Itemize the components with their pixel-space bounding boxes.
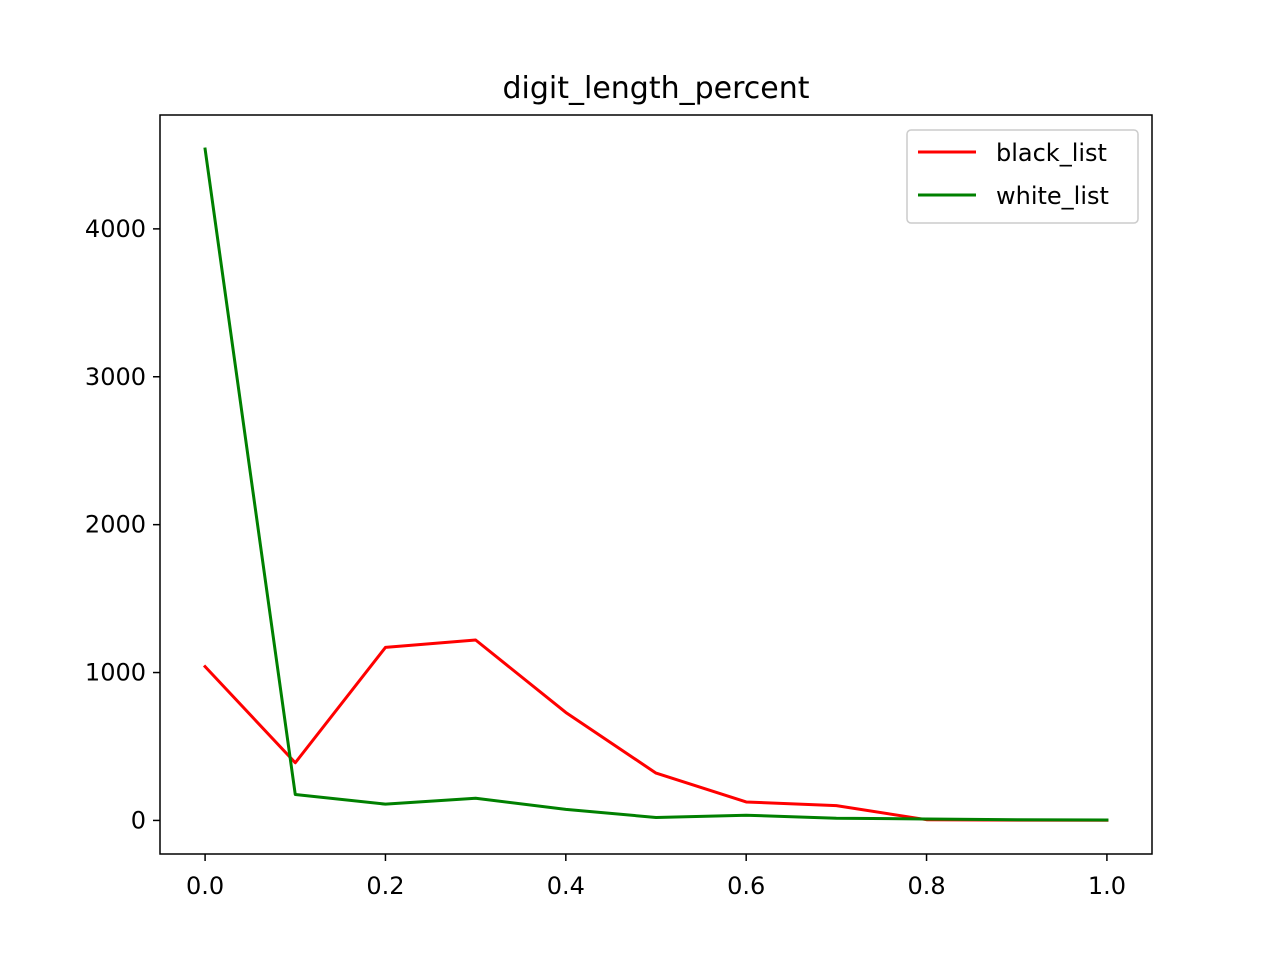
series-layer — [202, 147, 1109, 822]
plot-frame — [159, 114, 1153, 855]
legend-label-white-list: white_list — [996, 182, 1109, 210]
x-tick-label: 0.2 — [366, 872, 404, 900]
x-tick-label: 1.0 — [1088, 872, 1126, 900]
x-tick-label: 0.0 — [186, 872, 224, 900]
x-tick-label: 0.6 — [727, 872, 765, 900]
x-axis: 0.0 0.2 0.4 0.6 0.8 1.0 — [186, 854, 1126, 900]
y-tick-label: 2000 — [85, 511, 146, 539]
x-tick-label: 0.8 — [907, 872, 945, 900]
chart-title: digit_length_percent — [502, 71, 809, 106]
y-tick-label: 1000 — [85, 659, 146, 687]
series-line-white-list — [203, 147, 1109, 822]
x-tick-label: 0.4 — [547, 872, 585, 900]
y-tick-label: 0 — [131, 806, 146, 834]
plot-area — [160, 115, 1152, 854]
y-axis: 0 1000 2000 3000 4000 — [85, 215, 160, 834]
y-tick-label: 3000 — [85, 363, 146, 391]
legend: black_list white_list — [906, 129, 1139, 224]
legend-label-black-list: black_list — [996, 139, 1107, 167]
y-tick-label: 4000 — [85, 215, 146, 243]
